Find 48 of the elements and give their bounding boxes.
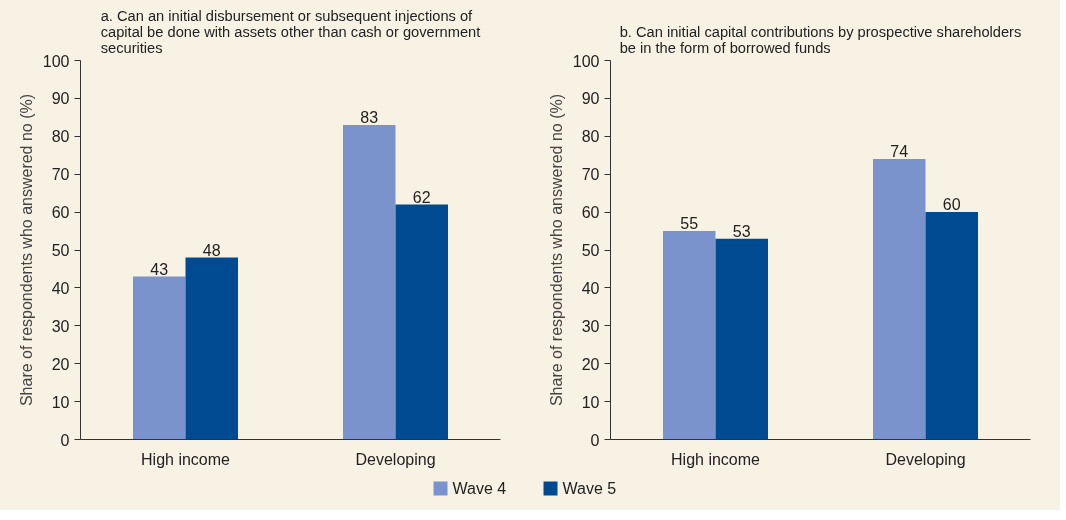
- data-label: 48: [202, 241, 221, 259]
- y-tick-label: 100: [572, 52, 600, 70]
- y-tick-label: 50: [51, 242, 70, 259]
- y-tick-label: 30: [581, 317, 600, 335]
- y-tick-label: 30: [51, 317, 70, 335]
- y-tick-label: 60: [581, 204, 600, 222]
- y-tick-label: 0: [60, 431, 70, 449]
- data-label: 83: [360, 108, 379, 126]
- y-tick-label: 40: [581, 279, 600, 297]
- bar: [395, 204, 448, 440]
- bar: [925, 212, 978, 440]
- data-label: 53: [732, 222, 751, 240]
- chart-title: b. Can initial capital contributions by prospective shareholders be in the form of borrowed funds: [619, 23, 1022, 56]
- bar: [663, 231, 716, 440]
- y-tick-label: 10: [51, 393, 70, 411]
- y-tick-label: 90: [51, 90, 70, 108]
- legend-label: Wave 4: [452, 480, 507, 497]
- y-tick-label: 50: [581, 242, 600, 259]
- y-tick-label: 80: [581, 128, 600, 146]
- y-tick-label: 100: [42, 52, 70, 70]
- x-tick-label: Developing: [355, 450, 436, 468]
- x-tick-label: Developing: [885, 450, 966, 468]
- x-tick-label: High income: [141, 450, 231, 468]
- data-label: 74: [890, 143, 909, 161]
- chart-title: a. Can an initial disbursement or subsequent injections of capital be done with assets other than cash or government securities: [100, 7, 481, 56]
- y-tick-label: 40: [51, 279, 70, 297]
- y-tick-label: 60: [51, 204, 70, 222]
- y-tick-label: 70: [581, 166, 600, 184]
- data-label: 60: [942, 196, 961, 214]
- bar: [133, 276, 186, 440]
- bar: [715, 238, 768, 440]
- y-tick-label: 20: [581, 355, 600, 373]
- y-axis-title: Share of respondents who answered no (%): [17, 93, 35, 407]
- data-label: 43: [150, 260, 169, 278]
- y-tick-label: 90: [581, 90, 600, 108]
- legend-label: Wave 5: [562, 480, 617, 497]
- x-tick-label: High income: [671, 450, 761, 468]
- bar: [185, 257, 238, 440]
- y-tick-label: 70: [51, 166, 70, 184]
- y-tick-label: 0: [590, 431, 600, 449]
- y-axis-title: Share of respondents who answered no (%): [547, 93, 565, 407]
- y-tick-label: 10: [581, 393, 600, 411]
- data-label: 55: [680, 215, 699, 233]
- data-label: 62: [412, 188, 431, 206]
- y-tick-label: 80: [51, 128, 70, 146]
- bar: [343, 124, 396, 440]
- y-tick-label: 20: [51, 355, 70, 373]
- bar: [873, 159, 926, 440]
